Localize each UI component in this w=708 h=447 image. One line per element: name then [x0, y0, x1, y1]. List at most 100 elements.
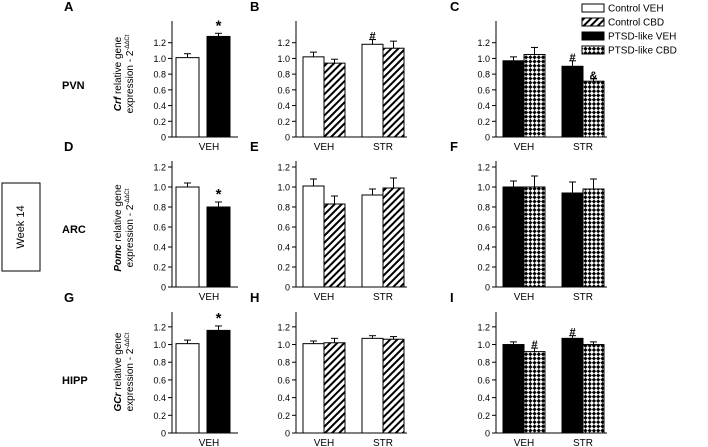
- x-group-label: STR: [573, 438, 593, 447]
- y-tick-label: 0.4: [277, 393, 290, 403]
- y-tick-label: 0.8: [477, 358, 490, 368]
- panel-letter: B: [250, 0, 259, 14]
- y-tick-label: 0.6: [277, 85, 290, 95]
- ylabel-gcr-sup: -ΔΔCt: [125, 332, 131, 348]
- svg-text:expression - 2-ΔΔCt: expression - 2-ΔΔCt: [125, 332, 136, 411]
- y-tick-label: 0.2: [477, 411, 490, 421]
- y-tick-label: 0.8: [277, 203, 290, 213]
- legend-swatch-control-veh: [581, 3, 605, 13]
- y-tick-label: 0.2: [153, 263, 166, 273]
- y-tick-label: 0.6: [277, 223, 290, 233]
- y-tick-label: 0.6: [153, 375, 166, 385]
- y-tick-label: 0: [161, 429, 166, 439]
- y-tick-label: 0.4: [153, 101, 166, 111]
- y-tick-label: 1.0: [277, 340, 290, 350]
- bar: [206, 35, 231, 138]
- panel-b: B 0 0.2 0.4 0.6 0.8 1.0 1.2 # VEH STR: [250, 0, 407, 153]
- bar: [206, 206, 231, 288]
- panel-letter: H: [250, 290, 259, 305]
- bar: [175, 57, 200, 138]
- y-tick-label: 0.2: [153, 117, 166, 127]
- y-tick-label: 0.4: [153, 393, 166, 403]
- panel-letter: I: [450, 290, 454, 305]
- x-group-label: STR: [373, 142, 393, 153]
- bar: [302, 56, 325, 138]
- y-tick-label: 0.2: [277, 263, 290, 273]
- ylabel-crf-sup: -ΔΔCt: [125, 34, 131, 50]
- bar: [175, 343, 200, 434]
- y-tick-label: 1.2: [153, 163, 166, 173]
- y-tick-label: 1.2: [277, 322, 290, 332]
- y-tick-label: 1.0: [277, 183, 290, 193]
- bar: [302, 185, 325, 288]
- panel-g: G 0 0.2 0.4 0.6 0.8 1.0 1.2 * VEH: [64, 290, 238, 447]
- bar: [323, 62, 346, 138]
- y-tick-label: 0.2: [277, 411, 290, 421]
- bar: [302, 343, 325, 434]
- y-tick-label: 0: [285, 133, 290, 143]
- bar: [382, 47, 405, 138]
- y-tick-label: 0.8: [477, 203, 490, 213]
- y-tick-label: 0: [485, 429, 490, 439]
- bar: [361, 194, 384, 288]
- y-tick-label: 0: [485, 133, 490, 143]
- week-label: Week 14: [15, 205, 27, 248]
- y-tick-label: 1.0: [153, 340, 166, 350]
- y-tick-label: 0.4: [477, 393, 490, 403]
- ylabel-pomc-line2: expression - 2: [125, 204, 136, 267]
- y-tick-label: 1.2: [477, 322, 490, 332]
- significance-mark: &: [590, 70, 598, 82]
- region-label-hipp: HIPP: [62, 375, 88, 387]
- y-tick-label: 1.0: [153, 183, 166, 193]
- x-group-label: VEH: [514, 142, 535, 153]
- y-tick-label: 1.0: [153, 54, 166, 64]
- ylabel-pomc: Pomc relative gene expression - 2-ΔΔCt: [113, 184, 136, 272]
- legend-item: PTSD-like CBD: [581, 45, 677, 57]
- bar: [582, 344, 605, 434]
- y-tick-label: 0.2: [477, 117, 490, 127]
- bar: [523, 54, 546, 138]
- x-group-label: VEH: [314, 292, 335, 303]
- ylabel-pomc-sup: -ΔΔCt: [125, 188, 131, 204]
- legend-label: Control CBD: [608, 18, 664, 29]
- y-tick-label: 0: [161, 283, 166, 293]
- ylabel-gcr-gene: GCr: [113, 391, 124, 411]
- x-group-label: VEH: [199, 142, 220, 153]
- bar: [502, 344, 525, 434]
- x-group-label: VEH: [514, 438, 535, 447]
- legend-item: Control VEH: [581, 3, 664, 15]
- legend-item: Control CBD: [581, 17, 664, 29]
- y-tick-label: 0: [285, 283, 290, 293]
- panel-letter: E: [250, 139, 259, 154]
- significance-mark: #: [531, 339, 537, 351]
- y-tick-label: 0.4: [477, 243, 490, 253]
- ylabel-crf-line2: expression - 2: [125, 50, 136, 113]
- panel-letter: A: [64, 0, 74, 14]
- legend: Control VEH Control CBD PTSD-like VEH PT…: [581, 3, 677, 57]
- y-tick-label: 1.0: [477, 183, 490, 193]
- y-tick-label: 0.4: [153, 243, 166, 253]
- y-tick-label: 0.8: [277, 70, 290, 80]
- significance-mark: #: [369, 31, 375, 43]
- y-tick-label: 0.6: [153, 85, 166, 95]
- panel-letter: D: [64, 139, 73, 154]
- panel-d: D 0 0.2 0.4 0.6 0.8 1.0 1.2 * VEH: [64, 139, 238, 303]
- y-tick-label: 0: [161, 133, 166, 143]
- bar: [523, 351, 546, 434]
- y-tick-label: 0.6: [277, 375, 290, 385]
- ylabel-gcr-line2: expression - 2: [125, 348, 136, 411]
- legend-swatch-ptsd-veh: [581, 31, 605, 41]
- bar: [561, 337, 584, 434]
- bar: [382, 338, 405, 434]
- ylabel-crf-gene: Crf: [113, 95, 124, 111]
- y-tick-label: 0.2: [277, 117, 290, 127]
- bar: [582, 80, 605, 138]
- significance-mark: *: [216, 17, 222, 34]
- x-group-label: VEH: [514, 292, 535, 303]
- y-tick-label: 0.8: [153, 358, 166, 368]
- bar: [323, 342, 346, 434]
- bar: [175, 186, 200, 288]
- y-tick-label: 0.2: [477, 263, 490, 273]
- y-tick-label: 0.6: [153, 223, 166, 233]
